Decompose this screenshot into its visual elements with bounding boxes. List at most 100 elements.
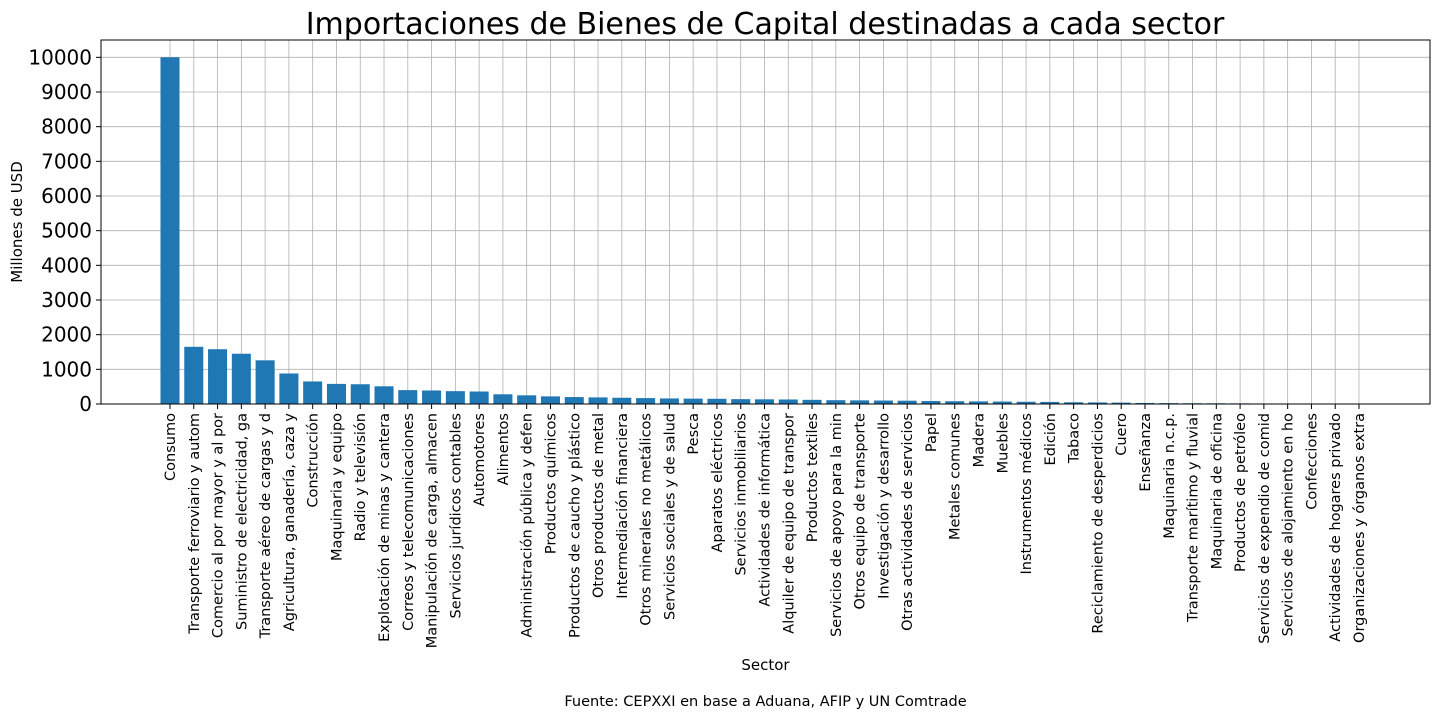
x-tick-label: Servicios de alojamiento en ho	[1281, 413, 1297, 637]
x-tick-label: Investigación y desarrollo	[876, 413, 892, 599]
bar	[850, 400, 870, 404]
bar	[493, 394, 513, 404]
x-tick-label: Maquinaria y equipo	[329, 413, 345, 561]
x-tick-label: Confecciones	[1304, 413, 1320, 510]
bar	[469, 391, 489, 404]
x-tick-label: Otros minerales no metálicos	[639, 413, 655, 626]
bar	[279, 373, 299, 404]
x-tick-label: Papel	[924, 413, 940, 452]
bar	[945, 401, 965, 404]
x-tick-label: Enseñanza	[1138, 413, 1154, 492]
x-tick-label: Instrumentos médicos	[1019, 413, 1035, 575]
x-tick-label: Madera	[972, 413, 988, 467]
y-tick-label: 8000	[41, 115, 92, 139]
y-tick-label: 2000	[41, 323, 92, 347]
x-tick-label: Muebles	[995, 413, 1011, 473]
x-tick-label: Maquinaria n.c.p.	[1162, 413, 1178, 539]
bar	[754, 399, 775, 404]
y-tick-label: 7000	[41, 149, 92, 173]
source-note: Fuente: CEPXXI en base a Aduana, AFIP y …	[564, 694, 966, 710]
bar	[1087, 402, 1107, 404]
y-tick-label: 10000	[28, 45, 92, 69]
y-tick-label: 0	[79, 392, 92, 416]
x-tick-label: Edición	[1043, 413, 1059, 465]
x-tick-label: Reciclamiento de desperdicios	[1090, 413, 1106, 634]
bar	[683, 398, 703, 404]
bar	[588, 397, 608, 404]
bar	[208, 349, 228, 404]
bar	[540, 396, 560, 404]
x-tick-label: Cuero	[1114, 413, 1130, 456]
y-axis-ticks: 0 1000 2000 3000 4000 5000 6000 7000 8000 9000 100…	[28, 45, 101, 416]
bar	[564, 397, 584, 404]
bar	[802, 399, 822, 404]
chart-title: Importaciones de Bienes de Capital desti…	[306, 7, 1225, 42]
x-tick-label: Construcción	[306, 413, 322, 508]
bar	[374, 386, 394, 404]
bars-layer	[160, 57, 1369, 404]
x-tick-label: Explotación de minas y cantera	[377, 413, 393, 642]
x-tick-label: Actividades de hogares privado	[1328, 413, 1344, 642]
x-tick-label: Transporte aéreo de cargas y d	[258, 413, 274, 639]
bar	[1040, 401, 1060, 404]
x-tick-label: Intermediación financiera	[615, 413, 631, 599]
x-tick-label: Productos de petróleo	[1233, 413, 1249, 572]
bar	[326, 383, 346, 404]
bar	[1016, 401, 1036, 404]
x-tick-label: Radio y televisión	[353, 413, 369, 541]
x-tick-label: Otras actividades de servicios	[900, 413, 916, 631]
y-axis-label: Millones de USD	[8, 161, 26, 283]
y-tick-label: 1000	[41, 357, 92, 381]
bar	[778, 399, 798, 404]
bar	[921, 401, 941, 404]
x-tick-label: Actividades de informática	[758, 413, 774, 607]
x-tick-label: Agricultura, ganadería, caza y	[282, 413, 298, 632]
x-axis-ticks: Consumo Transporte ferroviario y autom Com…	[163, 404, 1368, 648]
x-tick-label: Suministro de electricidad, ga	[234, 413, 250, 630]
bar	[612, 397, 632, 404]
x-tick-label: Servicios sociales y de salud	[662, 413, 678, 620]
x-tick-label: Correos y telecomunicaciones	[401, 413, 417, 631]
x-tick-label: Servicios jurídicos contables	[448, 413, 464, 619]
bar	[517, 395, 537, 404]
bar	[1064, 402, 1084, 404]
bar	[826, 400, 846, 404]
y-tick-label: 9000	[41, 80, 92, 104]
x-tick-label: Servicios inmobiliarios	[734, 413, 750, 576]
bar	[636, 398, 656, 404]
x-tick-label: Tabaco	[1067, 413, 1083, 464]
bar	[184, 346, 204, 404]
bar	[992, 401, 1012, 404]
bar	[303, 381, 323, 404]
x-tick-label: Administración pública y defen	[520, 413, 536, 638]
bar	[398, 390, 418, 404]
x-tick-label: Otros productos de metal	[591, 413, 607, 598]
bar	[1135, 402, 1155, 404]
bar	[255, 360, 275, 404]
bar	[969, 401, 989, 404]
x-tick-label: Servicios de expendio de comid	[1257, 413, 1273, 644]
bar	[445, 391, 465, 404]
grid-layer	[101, 40, 1430, 405]
plot-area-frame	[100, 39, 1431, 405]
x-tick-label: Otros equipo de transporte	[853, 413, 869, 610]
x-tick-label: Servicios de apoyo para la min	[829, 413, 845, 637]
bar	[422, 390, 442, 404]
bar	[897, 400, 917, 404]
bar	[231, 353, 251, 404]
x-tick-label: Comercio al por mayor y al por	[211, 413, 227, 638]
x-tick-label: Productos de caucho y plástico	[567, 413, 583, 638]
x-tick-label: Automotores	[472, 413, 488, 506]
x-tick-label: Alquiler de equipo de transpor	[781, 413, 797, 634]
x-tick-label: Productos textiles	[805, 413, 821, 542]
x-tick-label: Alimentos	[496, 413, 512, 485]
bar	[160, 57, 180, 404]
bar	[873, 400, 893, 404]
bar	[1111, 402, 1131, 404]
x-tick-label: Transporte marítimo y fluvial	[1186, 413, 1202, 623]
x-tick-label: Aparatos eléctricos	[710, 413, 726, 553]
y-tick-label: 3000	[41, 288, 92, 312]
x-tick-label: Productos químicos	[543, 413, 559, 554]
x-tick-label: Consumo	[163, 413, 179, 481]
bar	[350, 384, 370, 404]
